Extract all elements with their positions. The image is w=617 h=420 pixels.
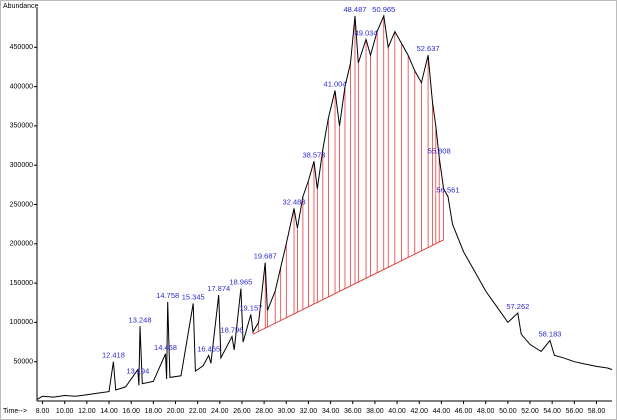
peak-label: 18.965 (229, 278, 252, 287)
x-tick-label: 38.00 (366, 408, 384, 415)
x-tick-label: 28.00 (255, 408, 273, 415)
peak-label: 50.965 (372, 5, 395, 14)
x-tick-label: 34.00 (322, 408, 340, 415)
x-tick-label: 42.00 (410, 408, 428, 415)
y-tick-label: 250000 (10, 201, 33, 208)
x-tick-label: 58.00 (588, 408, 606, 415)
x-tick-label: 14.00 (100, 408, 118, 415)
x-tick-label: 56.00 (566, 408, 584, 415)
baseline-line (252, 239, 444, 335)
x-tick-label: 8.00 (36, 408, 50, 415)
x-tick-label: 46.00 (455, 408, 473, 415)
peak-label: 38.573 (302, 150, 325, 159)
x-tick-label: 48.00 (477, 408, 495, 415)
x-tick-label: 20.00 (167, 408, 185, 415)
x-tick-label: 54.00 (543, 408, 561, 415)
peak-label: 32.483 (283, 197, 306, 206)
peak-label: 15.345 (182, 293, 205, 302)
x-tick-label: 18.00 (145, 408, 163, 415)
y-tick-label: 100000 (10, 319, 33, 326)
x-tick-label: 10.00 (56, 408, 74, 415)
x-axis-label: Time--> (3, 408, 27, 415)
x-tick-label: 52.00 (521, 408, 539, 415)
signal-line (36, 14, 613, 400)
y-axis-label: Abundance (3, 3, 39, 10)
x-tick-label: 30.00 (278, 408, 296, 415)
peak-label: 48.487 (343, 5, 366, 14)
peak-label: 56.561 (437, 186, 460, 195)
x-tick-label: 40.00 (388, 408, 406, 415)
x-tick-label: 50.00 (499, 408, 517, 415)
peak-label: 41.004 (324, 80, 347, 89)
x-tick-label: 16.00 (122, 408, 140, 415)
y-tick-label: 300000 (10, 162, 33, 169)
peak-label: 57.262 (506, 302, 529, 311)
x-tick-label: 24.00 (211, 408, 229, 415)
y-tick-label: 350000 (10, 123, 33, 130)
peak-label: 16.465 (197, 344, 220, 353)
x-tick-label: 36.00 (344, 408, 362, 415)
peak-label: 12.418 (102, 351, 125, 360)
peak-label: 14.468 (154, 343, 177, 352)
peak-label: 49.034 (355, 28, 378, 37)
peak-label: 58.183 (538, 329, 561, 338)
peak-label: 17.874 (207, 284, 230, 293)
peak-label: 13.248 (129, 315, 152, 324)
peak-label: 14.758 (156, 291, 179, 300)
peak-label: 18.796 (221, 326, 244, 335)
y-tick-label: 150000 (10, 280, 33, 287)
y-tick-label: 400000 (10, 83, 33, 90)
peak-label: 55.808 (428, 146, 451, 155)
peak-label: 19.157 (239, 304, 262, 313)
x-tick-label: 44.00 (433, 408, 451, 415)
x-tick-label: 22.00 (189, 408, 207, 415)
x-tick-label: 26.00 (233, 408, 251, 415)
peak-label: 52.637 (417, 44, 440, 53)
peak-label: 19.687 (254, 252, 277, 261)
x-tick-label: 12.00 (78, 408, 96, 415)
y-tick-label: 50000 (14, 359, 34, 366)
peak-label: 13.194 (126, 366, 149, 375)
y-tick-label: 200000 (10, 241, 33, 248)
x-tick-label: 32.00 (300, 408, 318, 415)
y-tick-label: 450000 (10, 44, 33, 51)
